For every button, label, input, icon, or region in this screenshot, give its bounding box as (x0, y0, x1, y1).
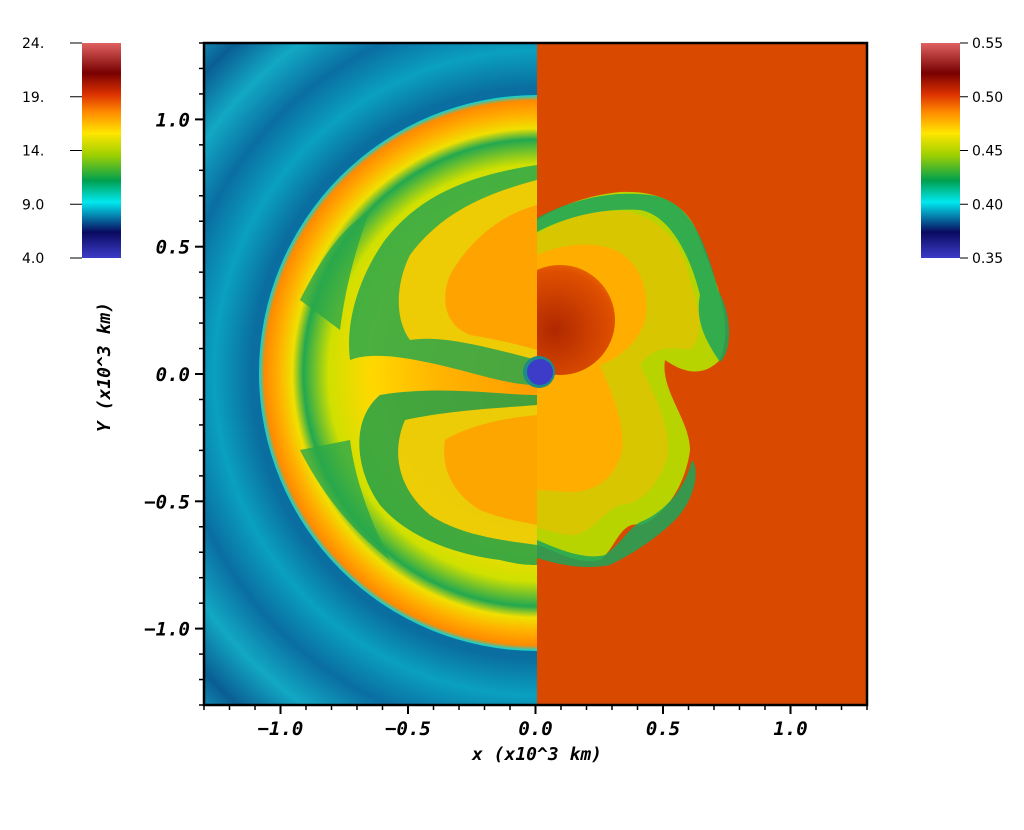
y-tick-label: 1.0 (156, 109, 190, 131)
y-tick-label: −0.5 (144, 491, 190, 513)
y-tick-label: −1.0 (144, 619, 190, 641)
colorbar-tick-label: 24. (22, 36, 44, 52)
colorbar-tick-label: 4.0 (22, 251, 44, 267)
colorbar-tick-label: 9.0 (22, 197, 44, 213)
left-field-image (204, 43, 537, 705)
colorbar-tick-label: 0.50 (972, 90, 1003, 106)
right-colorbar (921, 43, 960, 258)
x-tick-label: 1.0 (773, 718, 807, 740)
colorbar-tick-label: 0.35 (972, 251, 1003, 267)
y-axis-title: Y (x10^3 km) (94, 302, 115, 432)
right-colorbar-ticks: 0.55 0.50 0.45 0.40 0.35 (960, 36, 1003, 267)
y-tick-label: 0.0 (156, 364, 190, 386)
colorbar-tick-label: 0.45 (972, 144, 1003, 160)
left-colorbar-ticks: 24. 19. 14. 9.0 4.0 (22, 36, 82, 267)
x-axis-title: x (x10^3 km) (471, 744, 602, 765)
left-colorbar (82, 43, 121, 258)
right-field-image (537, 43, 867, 705)
colorbar-tick-label: 14. (22, 144, 44, 160)
x-tick-label: 0.0 (518, 718, 552, 740)
colorbar-tick-label: 0.40 (972, 197, 1003, 213)
y-tick-label: 0.5 (156, 237, 190, 259)
colorbar-tick-label: 0.55 (972, 36, 1003, 52)
x-tick-label: 0.5 (646, 718, 680, 740)
y-axis: 1.0 0.5 0.0 −0.5 −1.0 (144, 109, 204, 641)
x-axis: −1.0 −0.5 0.0 0.5 1.0 (258, 705, 808, 740)
x-tick-label: −0.5 (385, 718, 431, 740)
colorbar-tick-label: 19. (22, 90, 44, 106)
x-tick-label: −1.0 (258, 718, 304, 740)
